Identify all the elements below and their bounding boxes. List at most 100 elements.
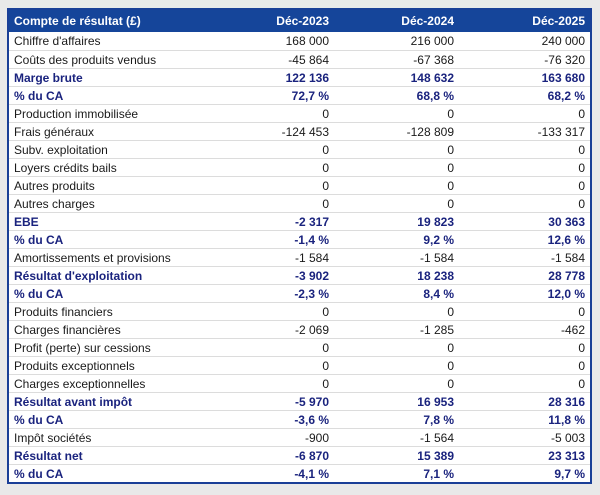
cell-value: 0 — [447, 376, 454, 391]
cell-value: 0 — [578, 196, 585, 211]
cell-value: -1 584 — [550, 250, 585, 265]
cell-value: -2,3 % — [294, 286, 329, 301]
cell-value: 18 238 — [417, 268, 454, 283]
table-row: Charges financières -2 069 -1 285 -462 — [9, 320, 590, 338]
cell-value: 7,8 % — [423, 412, 454, 427]
cell-value: 0 — [322, 376, 329, 391]
cell-value: -1 584 — [419, 250, 454, 265]
cell-value: 0 — [322, 358, 329, 373]
table-row: Autres produits 0 0 0 — [9, 176, 590, 194]
income-statement-table: Compte de résultat (£) Déc-2023 Déc-2024… — [7, 8, 592, 484]
table-row: Loyers crédits bails 0 0 0 — [9, 158, 590, 176]
cell-value: 68,2 % — [547, 88, 585, 103]
row-label: EBE — [14, 214, 39, 229]
cell-value: 23 313 — [548, 448, 585, 463]
cell-value: 0 — [322, 196, 329, 211]
cell-value: 11,8 % — [548, 412, 585, 427]
cell-value: -6 870 — [294, 448, 329, 463]
cell-value: -1 584 — [294, 250, 329, 265]
cell-value: 216 000 — [410, 34, 454, 48]
table-row: Produits exceptionnels 0 0 0 — [9, 356, 590, 374]
cell-value: -900 — [304, 430, 329, 445]
row-label: Produits financiers — [14, 304, 113, 319]
row-label: % du CA — [14, 286, 64, 301]
cell-value: 122 136 — [285, 70, 329, 85]
cell-value: -45 864 — [288, 52, 329, 67]
cell-value: 0 — [447, 340, 454, 355]
cell-value: -67 368 — [413, 52, 454, 67]
row-label: % du CA — [14, 466, 64, 481]
table-row: % du CA -2,3 % 8,4 % 12,0 % — [9, 284, 590, 302]
cell-value: 0 — [578, 358, 585, 373]
cell-value: 19 823 — [417, 214, 454, 229]
row-label: Autres produits — [14, 178, 95, 193]
table-row: Autres charges 0 0 0 — [9, 194, 590, 212]
table-row: Produits financiers 0 0 0 — [9, 302, 590, 320]
cell-value: 0 — [322, 142, 329, 157]
table-row: Chiffre d'affaires 168 000 216 000 240 000 — [9, 32, 590, 50]
row-label: Résultat net — [14, 448, 83, 463]
table-row: % du CA -4,1 % 7,1 % 9,7 % — [9, 464, 590, 482]
row-label: % du CA — [14, 232, 64, 247]
cell-value: -1 564 — [419, 430, 454, 445]
cell-value: 12,6 % — [547, 232, 585, 247]
row-label: Frais généraux — [14, 124, 95, 139]
row-label: Production immobilisée — [14, 106, 139, 121]
table-row: % du CA 72,7 % 68,8 % 68,2 % — [9, 86, 590, 104]
cell-value: 0 — [578, 106, 585, 121]
row-label: Amortissements et provisions — [14, 250, 171, 265]
cell-value: 0 — [447, 106, 454, 121]
table-row: Impôt sociétés -900 -1 564 -5 003 — [9, 428, 590, 446]
column-header-dec-2025: Déc-2025 — [532, 14, 585, 28]
table-row: Profit (perte) sur cessions 0 0 0 — [9, 338, 590, 356]
table-row: Résultat avant impôt -5 970 16 953 28 316 — [9, 392, 590, 410]
table-row: EBE -2 317 19 823 30 363 — [9, 212, 590, 230]
table-row: Marge brute 122 136 148 632 163 680 — [9, 68, 590, 86]
cell-value: 0 — [447, 196, 454, 211]
cell-value: 0 — [578, 160, 585, 175]
table-row: Résultat net -6 870 15 389 23 313 — [9, 446, 590, 464]
table-row: Amortissements et provisions -1 584 -1 584… — [9, 248, 590, 266]
cell-value: 9,2 % — [423, 232, 454, 247]
cell-value: -4,1 % — [294, 466, 329, 481]
report-title: Compte de résultat (£) — [14, 14, 141, 28]
cell-value: 0 — [578, 142, 585, 157]
cell-value: 30 363 — [548, 214, 585, 229]
cell-value: 0 — [578, 304, 585, 319]
row-label: Charges financières — [14, 322, 121, 337]
cell-value: -3 902 — [294, 268, 329, 283]
cell-value: 8,4 % — [423, 286, 454, 301]
cell-value: 0 — [578, 376, 585, 391]
row-label: Impôt sociétés — [14, 430, 92, 445]
row-label: Loyers crédits bails — [14, 160, 117, 175]
cell-value: 72,7 % — [291, 88, 329, 103]
cell-value: 16 953 — [417, 394, 454, 409]
cell-value: 0 — [322, 304, 329, 319]
table-row: Résultat d'exploitation -3 902 18 238 28 77… — [9, 266, 590, 284]
cell-value: -1,4 % — [294, 232, 329, 247]
row-label: Résultat d'exploitation — [14, 268, 143, 283]
cell-value: 0 — [447, 304, 454, 319]
row-label: Charges exceptionnelles — [14, 376, 146, 391]
cell-value: 163 680 — [541, 70, 585, 85]
row-label: % du CA — [14, 88, 64, 103]
row-label: Produits exceptionnels — [14, 358, 135, 373]
row-label: Subv. exploitation — [14, 142, 108, 157]
column-header-dec-2024: Déc-2024 — [401, 14, 454, 28]
table-row: % du CA -3,6 % 7,8 % 11,8 % — [9, 410, 590, 428]
cell-value: 28 316 — [548, 394, 585, 409]
table-row: Production immobilisée 0 0 0 — [9, 104, 590, 122]
cell-value: -2 317 — [294, 214, 329, 229]
table-row: Charges exceptionnelles 0 0 0 — [9, 374, 590, 392]
cell-value: 0 — [322, 178, 329, 193]
table-header: Compte de résultat (£) Déc-2023 Déc-2024… — [9, 10, 590, 32]
cell-value: -1 285 — [419, 322, 454, 337]
cell-value: 0 — [578, 178, 585, 193]
row-label: Autres charges — [14, 196, 95, 211]
cell-value: 0 — [447, 142, 454, 157]
table-row: Subv. exploitation 0 0 0 — [9, 140, 590, 158]
table-body: Chiffre d'affaires 168 000 216 000 240 000 C… — [9, 32, 590, 482]
row-label: % du CA — [14, 412, 64, 427]
cell-value: 15 389 — [417, 448, 454, 463]
column-header-dec-2023: Déc-2023 — [276, 14, 329, 28]
